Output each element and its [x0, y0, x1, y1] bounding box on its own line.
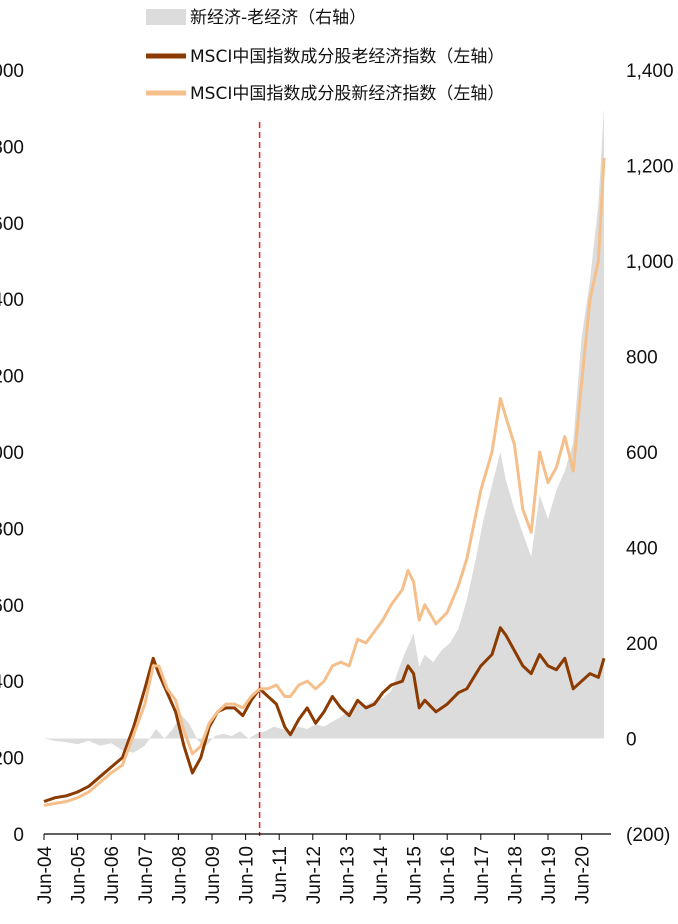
- y-left-tick-label: 1200: [0, 367, 24, 388]
- y-right-tick-label: 400: [626, 539, 658, 560]
- x-tick-label: Jun-07: [136, 846, 157, 904]
- x-tick-label: Jun-11: [270, 846, 291, 903]
- x-tick-label: Jun-14: [371, 846, 392, 905]
- legend: 新经济-老经济（右轴） MSCI中国指数成分股老经济指数（左轴） MSCI中国指数成…: [146, 8, 504, 104]
- x-axis: Jun-04 Jun-05 Jun-06 Jun-07 Jun-08 Jun-09 Jun-…: [35, 833, 611, 905]
- y-right-tick-label: 1,400: [626, 61, 674, 82]
- y-left-tick-label: 1600: [0, 214, 24, 235]
- x-tick-label: Jun-12: [304, 846, 325, 904]
- x-tick-label: Jun-16: [438, 846, 459, 904]
- x-tick-label: Jun-18: [505, 846, 526, 904]
- y-left-tick-label: 600: [0, 596, 24, 617]
- y-left-tick-label: 1800: [0, 137, 24, 158]
- y-right-tick-label: 200: [626, 634, 658, 655]
- x-tick-label: Jun-13: [337, 846, 358, 904]
- y-left-tick-label: 1400: [0, 290, 24, 311]
- y-left-tick-label: 400: [0, 672, 24, 693]
- y-right-tick-label: 1,200: [626, 157, 674, 178]
- x-tick-label: Jun-05: [69, 846, 90, 904]
- y-right-tick-label: 0: [626, 730, 637, 751]
- y-right-axis: (200) 0 200 400 600 800 1,000 1,200 1,400: [626, 61, 674, 846]
- y-left-tick-label: 1000: [0, 443, 24, 464]
- line-series-layer: [43, 157, 606, 807]
- x-tick-label: Jun-10: [237, 846, 258, 904]
- y-right-tick-label: 1,000: [626, 252, 674, 273]
- legend-label-2: MSCI中国指数成分股新经济指数（左轴）: [190, 84, 504, 104]
- x-tick-label: Jun-17: [472, 846, 493, 904]
- legend-label-1: MSCI中国指数成分股老经济指数（左轴）: [190, 47, 504, 67]
- plot-area: [43, 108, 606, 836]
- x-tick-label: Jun-19: [539, 846, 560, 904]
- x-tick-label: Jun-08: [169, 846, 190, 904]
- y-left-tick-label: 200: [0, 749, 24, 770]
- area-series-0: [44, 108, 604, 753]
- y-left-tick-label: 800: [0, 519, 24, 540]
- x-tick-label: Jun-20: [573, 846, 594, 904]
- x-tick-label: Jun-15: [405, 846, 426, 904]
- y-right-tick-label: (200): [626, 825, 670, 846]
- legend-swatch-0: [146, 9, 186, 25]
- x-tick-label: Jun-09: [203, 846, 224, 904]
- y-left-tick-label: 0: [13, 825, 24, 846]
- x-tick-label: Jun-04: [35, 846, 56, 905]
- x-tick-label: Jun-06: [102, 846, 123, 904]
- line-series-1: [43, 626, 606, 803]
- legend-label-0: 新经济-老经济（右轴）: [190, 8, 366, 28]
- area-series-layer: [44, 108, 604, 753]
- y-right-tick-label: 600: [626, 443, 658, 464]
- y-right-tick-label: 800: [626, 348, 658, 369]
- line-series-2: [43, 157, 606, 807]
